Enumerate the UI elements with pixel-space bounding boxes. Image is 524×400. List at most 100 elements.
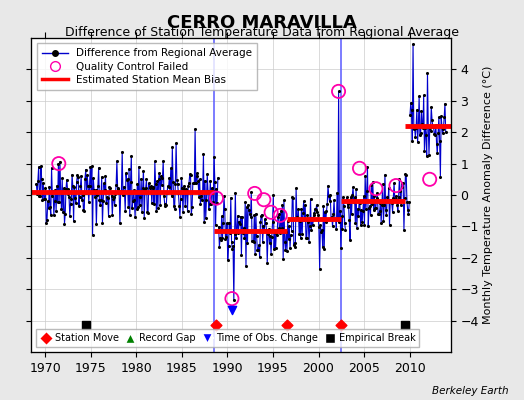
Point — [302, 235, 310, 242]
Point — [224, 243, 233, 249]
Point — [207, 200, 215, 207]
Point — [68, 171, 77, 178]
Point — [119, 184, 128, 190]
Point — [386, 197, 395, 204]
Point — [121, 189, 129, 196]
Point — [199, 187, 207, 194]
Point — [436, 174, 444, 180]
Point — [159, 158, 167, 164]
Point — [231, 189, 239, 196]
Point — [425, 176, 434, 182]
Point — [274, 214, 282, 220]
Point — [34, 178, 42, 184]
Point — [378, 181, 387, 188]
Point — [305, 238, 313, 245]
Point — [112, 182, 121, 188]
Point — [241, 199, 249, 206]
Point — [401, 322, 409, 328]
Point — [372, 204, 380, 211]
Point — [361, 221, 369, 228]
Point — [413, 139, 422, 145]
Point — [81, 175, 89, 182]
Point — [154, 204, 162, 211]
Point — [236, 214, 245, 220]
Point — [423, 69, 432, 76]
Point — [73, 172, 82, 178]
Point — [80, 208, 89, 214]
Point — [228, 296, 236, 302]
Point — [196, 201, 204, 208]
Point — [174, 190, 182, 196]
Point — [427, 128, 435, 134]
Point — [267, 209, 275, 216]
Point — [82, 190, 91, 196]
Point — [329, 210, 337, 217]
Point — [328, 214, 336, 220]
Point — [104, 212, 113, 219]
Point — [204, 188, 212, 194]
Point — [380, 202, 388, 208]
Point — [54, 160, 62, 167]
Point — [92, 221, 101, 228]
Point — [244, 202, 253, 208]
Point — [367, 181, 376, 188]
Point — [439, 126, 447, 132]
Point — [273, 232, 281, 238]
Point — [253, 233, 261, 239]
Point — [334, 215, 342, 222]
Point — [349, 184, 357, 190]
Point — [48, 192, 57, 199]
Point — [410, 124, 419, 130]
Point — [317, 228, 325, 235]
Point — [384, 198, 392, 204]
Point — [435, 114, 443, 120]
Point — [372, 186, 380, 192]
Point — [256, 254, 264, 260]
Point — [320, 246, 329, 252]
Point — [246, 210, 254, 217]
Point — [368, 179, 377, 185]
Point — [52, 208, 60, 214]
Point — [95, 197, 104, 204]
Point — [215, 244, 224, 250]
Point — [128, 205, 136, 211]
Point — [318, 227, 326, 233]
Point — [123, 176, 132, 182]
Point — [139, 167, 148, 174]
Point — [315, 224, 323, 230]
Point — [429, 124, 438, 130]
Point — [366, 203, 374, 209]
Point — [261, 220, 270, 227]
Point — [255, 242, 263, 248]
Point — [195, 176, 204, 183]
Point — [94, 183, 102, 189]
Point — [204, 206, 213, 213]
Point — [304, 219, 312, 225]
Point — [96, 202, 104, 208]
Point — [416, 132, 424, 138]
Point — [376, 200, 385, 207]
Point — [346, 194, 355, 200]
Point — [228, 246, 236, 252]
Point — [113, 186, 122, 192]
Point — [193, 173, 202, 180]
Point — [400, 195, 409, 201]
Point — [84, 199, 93, 206]
Point — [160, 201, 169, 207]
Point — [45, 184, 53, 190]
Point — [344, 204, 352, 210]
Point — [265, 226, 273, 232]
Point — [280, 238, 289, 245]
Point — [331, 216, 339, 222]
Point — [85, 183, 94, 189]
Point — [183, 207, 192, 214]
Point — [422, 153, 431, 159]
Point — [263, 226, 271, 233]
Point — [282, 322, 291, 328]
Point — [163, 183, 172, 190]
Point — [406, 112, 414, 118]
Point — [355, 198, 363, 204]
Point — [150, 200, 158, 207]
Point — [144, 210, 152, 217]
Point — [219, 219, 227, 226]
